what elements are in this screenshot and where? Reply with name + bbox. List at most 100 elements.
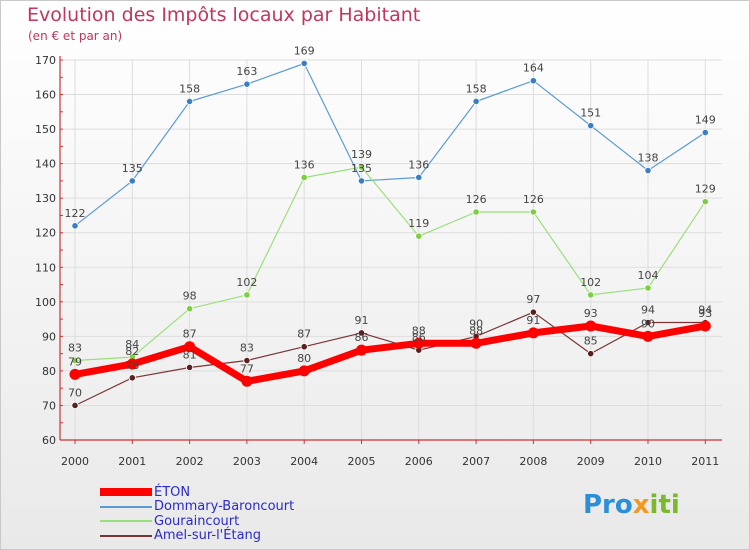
data-point	[69, 368, 81, 380]
data-point	[243, 80, 251, 88]
y-tick-label: 90	[42, 330, 56, 343]
chart-subtitle: (en € et par an)	[28, 29, 123, 43]
y-tick-label: 110	[35, 261, 56, 274]
x-tick-label: 2007	[462, 455, 490, 468]
data-label: 93	[584, 307, 598, 320]
data-label: 88	[412, 324, 426, 337]
data-point	[71, 401, 79, 410]
grid-layer	[60, 59, 722, 441]
data-point	[413, 337, 425, 349]
data-label: 83	[240, 342, 254, 355]
data-point	[470, 337, 482, 349]
y-tick-label: 120	[35, 227, 56, 240]
x-tick-label: 2010	[634, 455, 662, 468]
data-label: 80	[297, 352, 311, 365]
y-tick-label: 100	[35, 296, 56, 309]
data-point	[587, 122, 595, 130]
data-point	[472, 97, 480, 106]
axis-layer: 60 70 80 90 100 110 120 130 140 150 160 170 2000 2001…	[35, 54, 722, 468]
data-label: 91	[526, 314, 540, 327]
data-point	[243, 291, 251, 299]
data-point	[472, 208, 480, 216]
data-label: 129	[695, 183, 716, 196]
y-tick-label: 170	[35, 54, 56, 67]
data-label: 88	[469, 324, 483, 337]
data-label: 164	[523, 62, 544, 75]
data-label: 138	[638, 152, 659, 165]
data-label: 158	[466, 82, 487, 95]
data-label: 136	[408, 158, 429, 171]
y-tick-label: 60	[42, 434, 56, 447]
data-label: 136	[294, 158, 315, 171]
y-tick-label: 140	[35, 158, 56, 171]
y-tick-label: 160	[35, 89, 56, 102]
legend-swatch	[100, 488, 152, 497]
data-label: 86	[355, 331, 369, 344]
data-label: 104	[638, 269, 659, 282]
data-point	[300, 343, 308, 351]
data-point	[644, 318, 652, 327]
data-point	[126, 358, 138, 370]
data-point	[186, 305, 194, 313]
data-label: 119	[408, 217, 429, 230]
x-tick-label: 2000	[61, 455, 89, 468]
series-line-3	[74, 311, 706, 407]
data-point	[241, 375, 253, 387]
data-point	[529, 208, 538, 216]
data-label: 83	[68, 342, 82, 355]
legend-swatch	[100, 520, 152, 523]
data-label: 169	[294, 44, 315, 57]
data-label: 149	[695, 114, 716, 127]
x-tick-label: 2011	[691, 455, 719, 468]
data-point	[529, 308, 538, 316]
y-tick-label: 70	[42, 399, 56, 412]
data-label: 158	[179, 82, 200, 95]
data-label: 78	[125, 359, 139, 372]
data-point	[357, 177, 366, 185]
data-label: 122	[65, 207, 86, 220]
series-line-2	[74, 166, 706, 362]
data-point	[357, 163, 366, 171]
legend-line	[100, 488, 152, 497]
data-point	[699, 320, 711, 332]
data-label: 126	[466, 193, 487, 206]
data-point	[642, 330, 654, 342]
data-label: 94	[698, 304, 712, 317]
data-point	[298, 365, 310, 377]
data-point	[71, 222, 79, 230]
x-tick-label: 2003	[233, 455, 261, 468]
legend-swatch	[100, 505, 152, 508]
x-tick-label: 2002	[176, 455, 204, 468]
x-tick-label: 2008	[519, 455, 547, 468]
data-point	[701, 198, 709, 206]
data-point	[300, 173, 308, 182]
data-label-layer: 122 135 158 163 169 135 136 158 164 151 138 149 83 84…	[65, 44, 716, 399]
legend-line	[100, 505, 152, 508]
data-point	[357, 329, 366, 337]
data-label: 90	[641, 317, 655, 330]
data-point	[71, 356, 79, 365]
data-label: 139	[351, 148, 372, 161]
legend-item: Dommary-Baroncourt	[100, 499, 294, 514]
x-tick-label: 2004	[290, 455, 318, 468]
data-label: 151	[580, 107, 601, 120]
data-point	[186, 363, 194, 372]
data-label: 102	[580, 276, 601, 289]
data-point	[585, 320, 597, 332]
data-point	[701, 128, 709, 137]
data-label: 135	[122, 162, 143, 175]
chart-legend: ÉTON Dommary-Baroncourt Gouraincourt Amel-s…	[100, 485, 294, 543]
data-label: 82	[125, 345, 139, 358]
series-line-1	[74, 62, 706, 227]
y-tick-label: 80	[42, 365, 56, 378]
data-label: 163	[236, 65, 257, 78]
data-point	[243, 356, 251, 365]
chart-title: Evolution des Impôts locaux par Habitant	[27, 4, 421, 26]
y-tick-label: 150	[35, 123, 56, 136]
data-point	[184, 341, 196, 353]
legend-label: Amel-sur-l'Étang	[154, 528, 262, 544]
data-label: 70	[68, 386, 82, 399]
legend-line	[100, 534, 152, 537]
data-label: 93	[698, 307, 712, 320]
series-layer	[69, 59, 711, 410]
